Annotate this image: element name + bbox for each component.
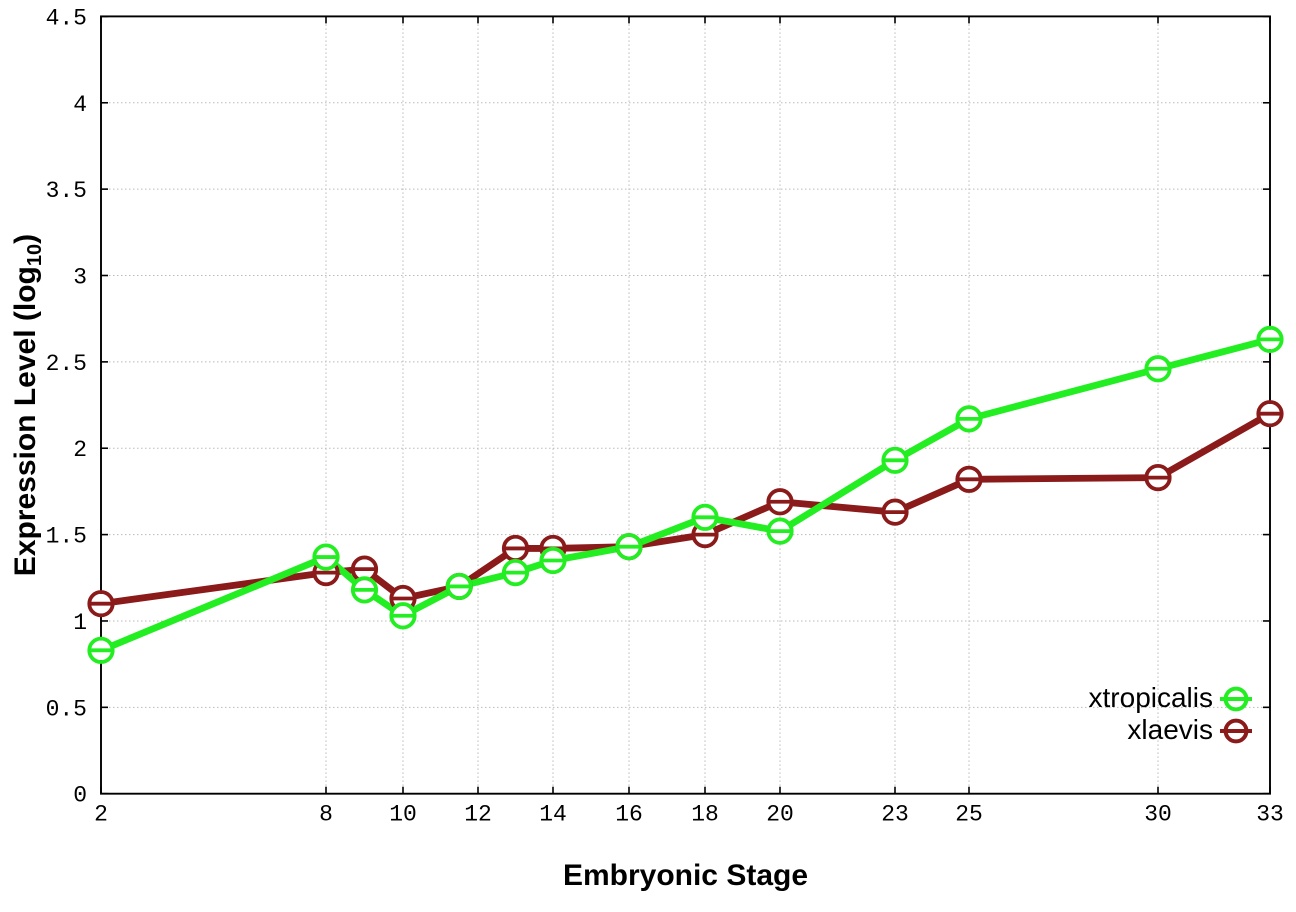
svg-text:8: 8	[319, 802, 333, 828]
svg-text:xtropicalis: xtropicalis	[1089, 682, 1213, 713]
svg-text:3.5: 3.5	[46, 178, 87, 204]
svg-text:10: 10	[389, 802, 417, 828]
svg-text:25: 25	[955, 802, 983, 828]
svg-text:2.5: 2.5	[46, 351, 87, 377]
svg-text:2: 2	[73, 437, 87, 463]
svg-text:4: 4	[73, 92, 87, 118]
svg-text:18: 18	[691, 802, 719, 828]
svg-text:1.5: 1.5	[46, 524, 87, 550]
svg-text:14: 14	[539, 802, 567, 828]
svg-text:0: 0	[73, 783, 87, 809]
svg-text:12: 12	[464, 802, 492, 828]
svg-text:Embryonic Stage: Embryonic Stage	[563, 859, 808, 892]
svg-text:0.5: 0.5	[46, 696, 87, 722]
svg-text:1: 1	[73, 610, 87, 636]
svg-text:23: 23	[881, 802, 909, 828]
svg-text:Expression Level (log10): Expression Level (log10)	[9, 234, 46, 576]
svg-text:xlaevis: xlaevis	[1127, 714, 1213, 745]
svg-text:20: 20	[766, 802, 794, 828]
svg-text:4.5: 4.5	[46, 5, 87, 31]
svg-text:2: 2	[94, 802, 108, 828]
svg-text:3: 3	[73, 265, 87, 291]
svg-text:16: 16	[615, 802, 643, 828]
svg-text:33: 33	[1256, 802, 1284, 828]
svg-text:30: 30	[1144, 802, 1172, 828]
